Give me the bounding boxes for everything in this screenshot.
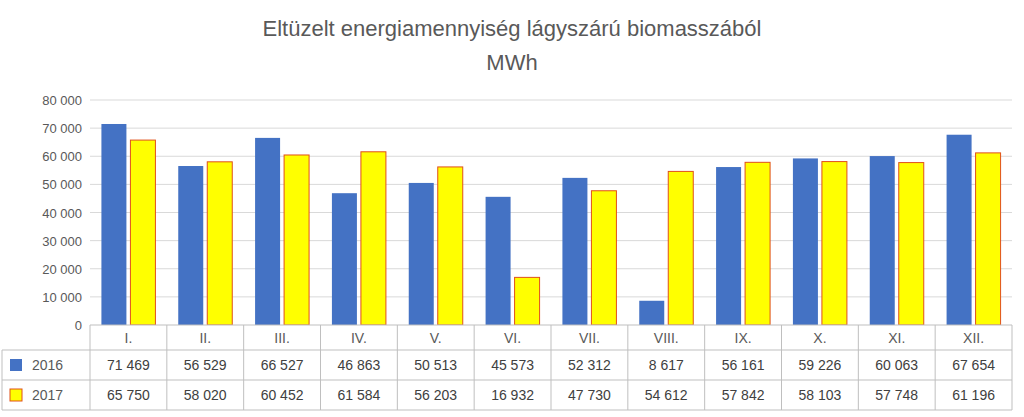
- bar: [438, 167, 463, 325]
- y-tick-label: 40 000: [42, 206, 82, 221]
- subtitle: MWh: [486, 50, 537, 75]
- bar: [793, 158, 818, 325]
- x-tick-label: IV.: [351, 330, 367, 346]
- table-line: [858, 325, 859, 410]
- table-value: 45 573: [491, 357, 534, 373]
- chart: Eltüzelt energiamennyiség lágyszárú biom…: [0, 0, 1024, 417]
- table-line: [627, 325, 628, 410]
- x-tick-label: V.: [430, 330, 442, 346]
- table-value: 50 513: [414, 357, 457, 373]
- y-tick-label: 0: [75, 318, 82, 333]
- bar: [899, 163, 924, 325]
- bar: [745, 162, 770, 325]
- table-value: 58 020: [184, 387, 227, 403]
- y-tick-label: 30 000: [42, 234, 82, 249]
- table-line: [781, 325, 782, 410]
- bar: [486, 197, 511, 325]
- bar: [255, 138, 280, 325]
- table-line: [2, 350, 1012, 351]
- grid-line: [90, 128, 1012, 129]
- y-tick-label: 80 000: [42, 93, 82, 108]
- table-value: 8 617: [649, 357, 684, 373]
- table-value: 61 584: [338, 387, 381, 403]
- table-line: [474, 325, 475, 410]
- bar: [332, 193, 357, 325]
- y-tick-label: 50 000: [42, 177, 82, 192]
- bar: [130, 140, 155, 325]
- table-line: [243, 325, 244, 410]
- table-line: [551, 325, 552, 410]
- table-value: 61 196: [952, 387, 995, 403]
- bar: [870, 156, 895, 325]
- bar: [409, 183, 434, 325]
- grid-line: [90, 100, 1012, 101]
- bar: [668, 171, 693, 325]
- table-line: [166, 325, 167, 410]
- table-line: [90, 325, 91, 410]
- table-value: 54 612: [645, 387, 688, 403]
- x-tick-label: I.: [125, 330, 133, 346]
- table-value: 66 527: [261, 357, 304, 373]
- x-tick-label: X.: [813, 330, 826, 346]
- x-tick-label: III.: [274, 330, 290, 346]
- table-value: 58 103: [799, 387, 842, 403]
- table-value: 60 452: [261, 387, 304, 403]
- bar: [716, 167, 741, 325]
- legend-label: 2016: [32, 357, 63, 373]
- table-value: 59 226: [799, 357, 842, 373]
- bar: [562, 178, 587, 325]
- table-line: [320, 325, 321, 410]
- table-line: [935, 325, 936, 410]
- legend-key: [10, 389, 22, 401]
- table-value: 57 842: [722, 387, 765, 403]
- table-value: 47 730: [568, 387, 611, 403]
- table-value: 65 750: [107, 387, 150, 403]
- table-value: 56 161: [722, 357, 765, 373]
- bar: [591, 191, 616, 325]
- x-tick-label: VIII.: [654, 330, 679, 346]
- table-value: 46 863: [338, 357, 381, 373]
- x-tick-label: IX.: [735, 330, 752, 346]
- x-tick-label: XI.: [888, 330, 905, 346]
- table-value: 60 063: [875, 357, 918, 373]
- y-tick-label: 70 000: [42, 121, 82, 136]
- bar: [361, 152, 386, 325]
- x-tick-label: VI.: [504, 330, 521, 346]
- bar: [976, 153, 1001, 325]
- x-tick-label: XII.: [963, 330, 984, 346]
- bar: [947, 135, 972, 325]
- table-value: 57 748: [875, 387, 918, 403]
- table-value: 56 203: [414, 387, 457, 403]
- bar: [515, 277, 540, 325]
- y-tick-label: 20 000: [42, 262, 82, 277]
- y-tick-label: 10 000: [42, 290, 82, 305]
- table-line: [704, 325, 705, 410]
- bar: [822, 162, 847, 325]
- bars: [101, 124, 1000, 325]
- legend-key: [10, 359, 22, 371]
- table-value: 56 529: [184, 357, 227, 373]
- table-line: [2, 410, 1012, 411]
- y-tick-label: 60 000: [42, 149, 82, 164]
- bar: [101, 124, 126, 325]
- title: Eltüzelt energiamennyiség lágyszárú biom…: [263, 16, 762, 41]
- table-value: 52 312: [568, 357, 611, 373]
- x-tick-label: VII.: [579, 330, 600, 346]
- table-value: 67 654: [952, 357, 995, 373]
- table-line: [397, 325, 398, 410]
- bar: [639, 301, 664, 325]
- table-line: [2, 380, 1012, 381]
- table-value: 71 469: [107, 357, 150, 373]
- table-line: [2, 350, 3, 410]
- x-tick-label: II.: [199, 330, 211, 346]
- bar: [207, 162, 232, 325]
- legend-label: 2017: [32, 387, 63, 403]
- table-line: [1012, 325, 1013, 410]
- bar: [178, 166, 203, 325]
- bar: [284, 155, 309, 325]
- table-value: 16 932: [491, 387, 534, 403]
- data-table: I. II. III. IV. V. VI. VII. VIII. IX. X. XI. XII. 20…: [2, 325, 1012, 410]
